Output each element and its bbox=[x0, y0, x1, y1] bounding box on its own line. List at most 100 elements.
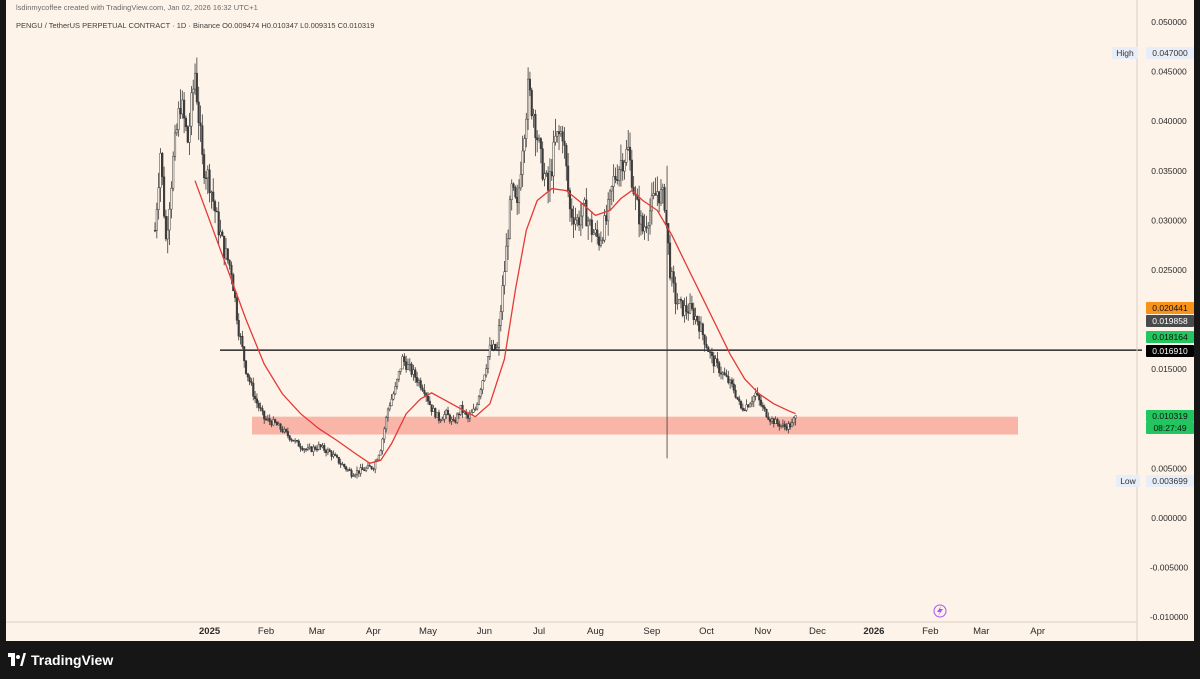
candle bbox=[292, 439, 295, 442]
candle bbox=[332, 450, 335, 459]
candle bbox=[388, 402, 391, 412]
candle bbox=[237, 313, 240, 341]
candle bbox=[439, 418, 442, 423]
candle bbox=[696, 315, 699, 326]
candle bbox=[210, 190, 213, 209]
candle bbox=[678, 298, 681, 304]
candle bbox=[428, 396, 431, 406]
candle bbox=[477, 395, 481, 406]
candle bbox=[250, 378, 253, 386]
candle bbox=[254, 390, 257, 403]
candle bbox=[436, 412, 439, 418]
candle bbox=[452, 415, 455, 422]
candle bbox=[419, 377, 422, 391]
candle bbox=[528, 71, 531, 97]
candle bbox=[410, 361, 413, 378]
candle bbox=[598, 233, 601, 251]
candle bbox=[623, 159, 626, 180]
candle bbox=[214, 199, 217, 224]
candle bbox=[699, 316, 703, 332]
candle bbox=[780, 424, 783, 429]
price-axis[interactable]: 0.050000 0.045000 0.040000 0.035000 0.030000… bbox=[1136, 0, 1188, 641]
time-tick-label: Dec bbox=[809, 626, 826, 637]
candle bbox=[643, 214, 646, 240]
candle bbox=[539, 137, 542, 164]
candle bbox=[588, 218, 592, 226]
price-tick-label: 0.035000 bbox=[1151, 166, 1187, 176]
candle bbox=[197, 86, 200, 140]
candle bbox=[659, 179, 663, 207]
price-tick-label: 0.005000 bbox=[1151, 463, 1187, 473]
candle bbox=[317, 441, 320, 451]
price-tick-label: 0.040000 bbox=[1151, 116, 1187, 126]
candle bbox=[392, 391, 395, 401]
time-axis[interactable]: 2025 Feb Mar Apr May Jun Jul Aug Sep Oct Nov Dec 202… bbox=[6, 621, 1137, 637]
candle bbox=[628, 132, 632, 171]
time-tick-label: Sep bbox=[643, 626, 660, 637]
candle bbox=[723, 367, 726, 376]
candle bbox=[335, 454, 339, 459]
candle bbox=[650, 182, 653, 225]
candle bbox=[474, 406, 477, 412]
candle bbox=[612, 164, 615, 202]
candle bbox=[425, 392, 428, 402]
candle bbox=[481, 379, 484, 395]
candle bbox=[603, 209, 606, 243]
candle bbox=[634, 186, 637, 211]
candle bbox=[676, 293, 679, 310]
candle bbox=[328, 448, 331, 453]
candle bbox=[405, 355, 408, 373]
candle bbox=[525, 112, 528, 148]
candle bbox=[618, 166, 621, 187]
candle bbox=[709, 349, 712, 359]
price-chart-svg[interactable]: 0.050000 0.045000 0.040000 0.035000 0.030000… bbox=[6, 0, 1194, 641]
candle bbox=[263, 410, 266, 424]
candle bbox=[437, 409, 440, 424]
candle bbox=[172, 151, 175, 192]
price-tick-label: 0.000000 bbox=[1151, 513, 1187, 523]
candle bbox=[707, 345, 710, 352]
candle bbox=[760, 394, 763, 408]
candle bbox=[563, 127, 566, 159]
candle bbox=[641, 212, 644, 235]
candle bbox=[521, 135, 524, 187]
candle bbox=[523, 134, 526, 164]
candle bbox=[503, 261, 506, 295]
support-zone-layer bbox=[252, 416, 1018, 435]
candle bbox=[537, 134, 541, 143]
tradingview-logo-icon[interactable] bbox=[8, 653, 26, 667]
candle bbox=[312, 444, 315, 456]
time-tick-label: Aug bbox=[587, 626, 604, 637]
candle bbox=[430, 404, 433, 416]
candle bbox=[712, 351, 715, 374]
candle bbox=[627, 130, 630, 151]
candle bbox=[383, 426, 386, 443]
candle bbox=[341, 461, 344, 466]
candle bbox=[308, 443, 311, 450]
candle bbox=[652, 181, 655, 200]
candle bbox=[239, 333, 242, 345]
candle bbox=[345, 465, 348, 472]
chart-area[interactable]: 0.050000 0.045000 0.040000 0.035000 0.030000… bbox=[6, 0, 1194, 641]
candle bbox=[698, 315, 701, 340]
candle bbox=[257, 400, 260, 412]
flash-icon[interactable] bbox=[933, 604, 947, 618]
moving-average-layer bbox=[194, 180, 796, 465]
tradingview-brand-text[interactable]: TradingView bbox=[31, 652, 114, 668]
candle bbox=[705, 336, 708, 349]
candle bbox=[721, 371, 724, 380]
candle bbox=[590, 211, 593, 243]
candle bbox=[159, 148, 162, 202]
candle bbox=[323, 443, 326, 453]
last-price-tag: 0.010319 bbox=[1146, 410, 1194, 422]
symbol-legend[interactable]: PENGU / TetherUS PERPETUAL CONTRACT · 1D… bbox=[16, 21, 375, 30]
candle bbox=[607, 192, 610, 236]
candle bbox=[195, 57, 198, 105]
candle bbox=[747, 403, 750, 408]
candle bbox=[255, 393, 258, 409]
candle bbox=[554, 118, 557, 146]
candle bbox=[559, 126, 562, 137]
candle bbox=[548, 158, 551, 202]
high-label-tag: High bbox=[1112, 47, 1138, 59]
candle bbox=[390, 394, 393, 407]
